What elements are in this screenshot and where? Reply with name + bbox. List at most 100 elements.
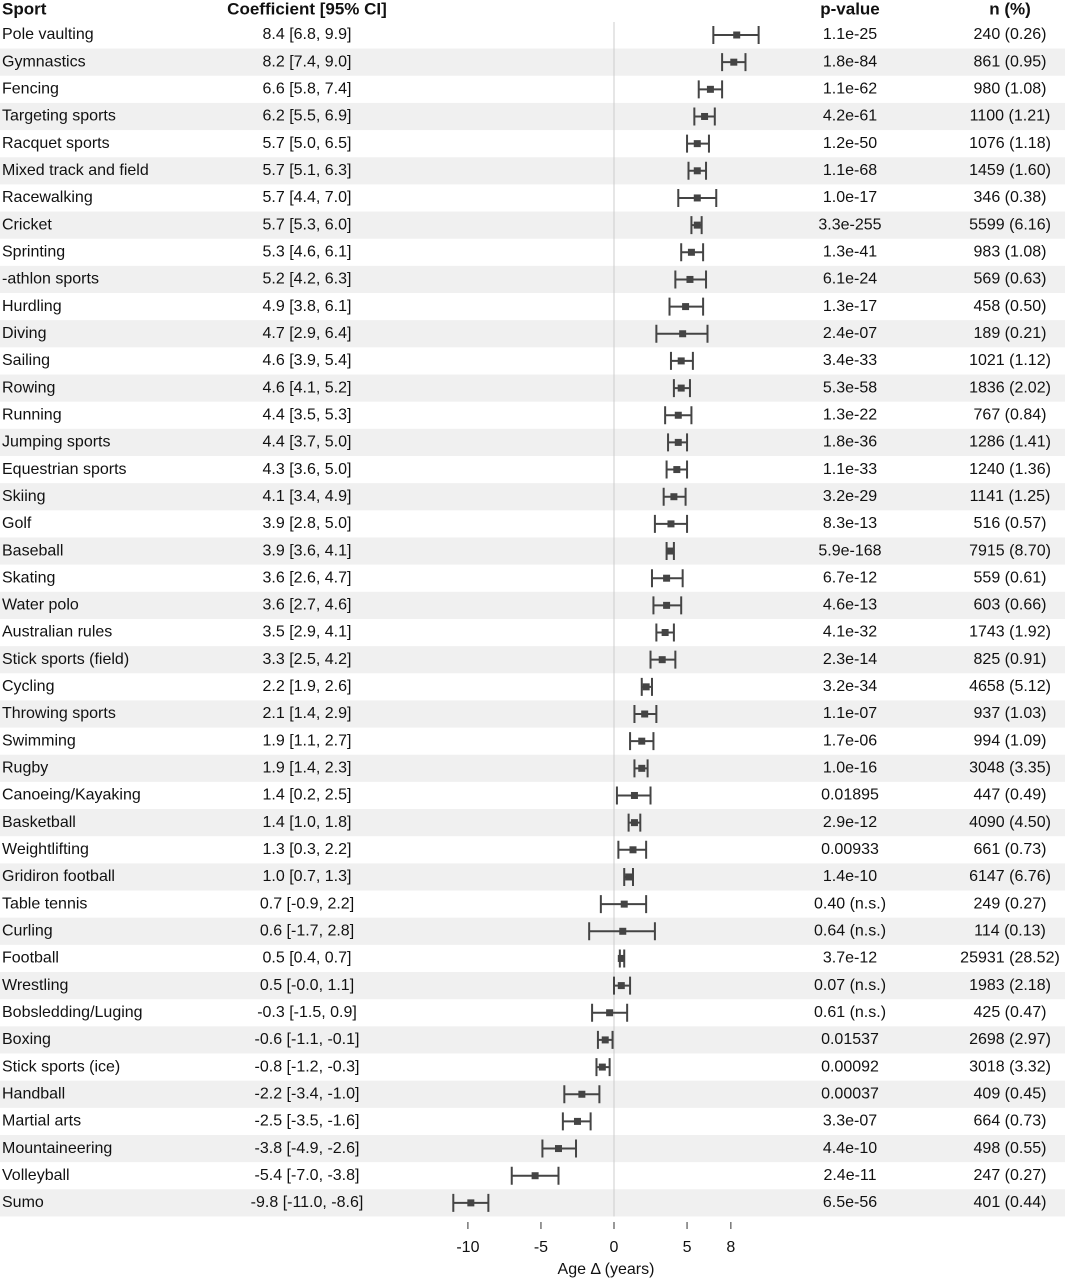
p-value-label: 1.7e-06 <box>823 732 877 749</box>
coefficient-label: 3.6 [2.6, 4.7] <box>263 569 352 586</box>
n-label: 1240 (1.36) <box>969 461 1051 478</box>
estimate-point <box>693 140 701 148</box>
estimate-point <box>606 1009 614 1017</box>
row-stripe <box>0 320 1065 348</box>
estimate-point <box>687 248 695 256</box>
n-label: 569 (0.63) <box>974 271 1047 288</box>
estimate-point <box>617 982 625 990</box>
n-label: 767 (0.84) <box>974 406 1047 423</box>
sport-label: Stick sports (field) <box>2 651 129 668</box>
sport-label: Throwing sports <box>2 705 116 722</box>
sport-label: -athlon sports <box>2 271 99 288</box>
p-value-label: 3.2e-29 <box>823 488 877 505</box>
n-label: 447 (0.49) <box>974 787 1047 804</box>
estimate-point <box>661 629 669 637</box>
p-value-label: 0.01895 <box>821 787 879 804</box>
n-label: 401 (0.44) <box>974 1194 1047 1211</box>
estimate-point <box>598 1063 606 1071</box>
coefficient-label: 4.4 [3.7, 5.0] <box>263 434 352 451</box>
p-value-label: 0.07 (n.s.) <box>814 977 886 994</box>
row-stripe <box>0 428 1065 456</box>
estimate-point <box>682 303 690 311</box>
estimate-point <box>601 1036 609 1044</box>
sport-label: Sprinting <box>2 243 65 260</box>
x-tick-label: 8 <box>726 1239 735 1256</box>
p-value-label: 0.00092 <box>821 1058 879 1075</box>
coefficient-label: 6.2 [5.5, 6.9] <box>263 108 352 125</box>
coefficient-label: -2.5 [-3.5, -1.6] <box>255 1113 360 1130</box>
coefficient-label: 3.9 [2.8, 5.0] <box>263 515 352 532</box>
coefficient-label: 0.5 [0.4, 0.7] <box>263 950 352 967</box>
estimate-point <box>693 167 701 175</box>
sport-label: Weightlifting <box>2 841 89 858</box>
p-value-label: 0.64 (n.s.) <box>814 922 886 939</box>
row-stripe <box>0 265 1065 294</box>
x-tick-label: -10 <box>456 1239 479 1256</box>
p-value-label: 5.3e-58 <box>823 379 877 396</box>
sport-label: Gridiron football <box>2 868 115 885</box>
header-n: n (%) <box>989 0 1031 18</box>
x-tick-label: -5 <box>534 1239 548 1256</box>
coefficient-label: 8.4 [6.8, 9.9] <box>263 26 352 43</box>
p-value-label: 1.3e-22 <box>823 406 877 423</box>
p-value-label: 1.2e-50 <box>823 135 877 152</box>
estimate-point <box>638 737 646 745</box>
n-label: 25931 (28.52) <box>960 950 1060 967</box>
estimate-point <box>554 1145 562 1153</box>
coefficient-label: 1.9 [1.4, 2.3] <box>263 760 352 777</box>
n-label: 3018 (3.32) <box>969 1058 1051 1075</box>
n-label: 994 (1.09) <box>974 732 1047 749</box>
p-value-label: 4.6e-13 <box>823 597 877 614</box>
estimate-point <box>663 574 671 582</box>
sport-label: Boxing <box>2 1031 51 1048</box>
estimate-point <box>677 357 685 365</box>
coefficient-label: 1.4 [0.2, 2.5] <box>263 787 352 804</box>
estimate-point <box>667 520 675 528</box>
coefficient-label: 4.3 [3.6, 5.0] <box>263 461 352 478</box>
sport-label: Canoeing/Kayaking <box>2 787 141 804</box>
coefficient-label: -3.8 [-4.9, -2.6] <box>255 1140 360 1157</box>
p-value-label: 1.3e-41 <box>823 243 877 260</box>
coefficient-label: 0.6 [-1.7, 2.8] <box>260 922 354 939</box>
sport-label: Handball <box>2 1085 65 1102</box>
sport-label: Swimming <box>2 732 76 749</box>
row-stripe <box>0 809 1065 837</box>
sport-label: Cricket <box>2 216 52 233</box>
sport-label: Equestrian sports <box>2 461 127 478</box>
p-value-label: 3.3e-255 <box>818 216 881 233</box>
coefficient-label: 5.2 [4.2, 6.3] <box>263 271 352 288</box>
n-label: 516 (0.57) <box>974 515 1047 532</box>
p-value-label: 8.3e-13 <box>823 515 877 532</box>
coefficient-label: 4.6 [3.9, 5.4] <box>263 352 352 369</box>
n-label: 983 (1.08) <box>974 243 1047 260</box>
sport-label: Martial arts <box>2 1113 81 1130</box>
x-tick-label: 5 <box>683 1239 692 1256</box>
p-value-label: 6.5e-56 <box>823 1194 877 1211</box>
n-label: 6147 (6.76) <box>969 868 1051 885</box>
estimate-point <box>630 819 638 827</box>
estimate-point <box>625 873 633 881</box>
p-value-label: 1.0e-16 <box>823 760 877 777</box>
sport-label: Skiing <box>2 488 46 505</box>
n-label: 1743 (1.92) <box>969 624 1051 641</box>
coefficient-label: 1.9 [1.1, 2.7] <box>263 732 352 749</box>
sport-label: Australian rules <box>2 624 112 641</box>
n-label: 1141 (1.25) <box>970 488 1051 505</box>
coefficient-label: 4.4 [3.5, 5.3] <box>263 406 352 423</box>
sport-label: Running <box>2 406 62 423</box>
sport-label: Fencing <box>2 81 59 98</box>
estimate-point <box>670 493 678 501</box>
n-label: 1076 (1.18) <box>969 135 1051 152</box>
row-stripe <box>0 157 1065 185</box>
row-stripe <box>0 700 1065 728</box>
p-value-label: 0.00933 <box>821 841 879 858</box>
p-value-label: 3.4e-33 <box>823 352 877 369</box>
coefficient-label: -0.8 [-1.2, -0.3] <box>255 1058 360 1075</box>
n-label: 249 (0.27) <box>974 895 1047 912</box>
estimate-point <box>663 601 671 609</box>
n-label: 861 (0.95) <box>974 53 1047 70</box>
sport-label: Rugby <box>2 760 48 777</box>
estimate-point <box>617 954 625 962</box>
p-value-label: 1.1e-62 <box>823 81 877 98</box>
coefficient-label: 2.2 [1.9, 2.6] <box>263 678 352 695</box>
